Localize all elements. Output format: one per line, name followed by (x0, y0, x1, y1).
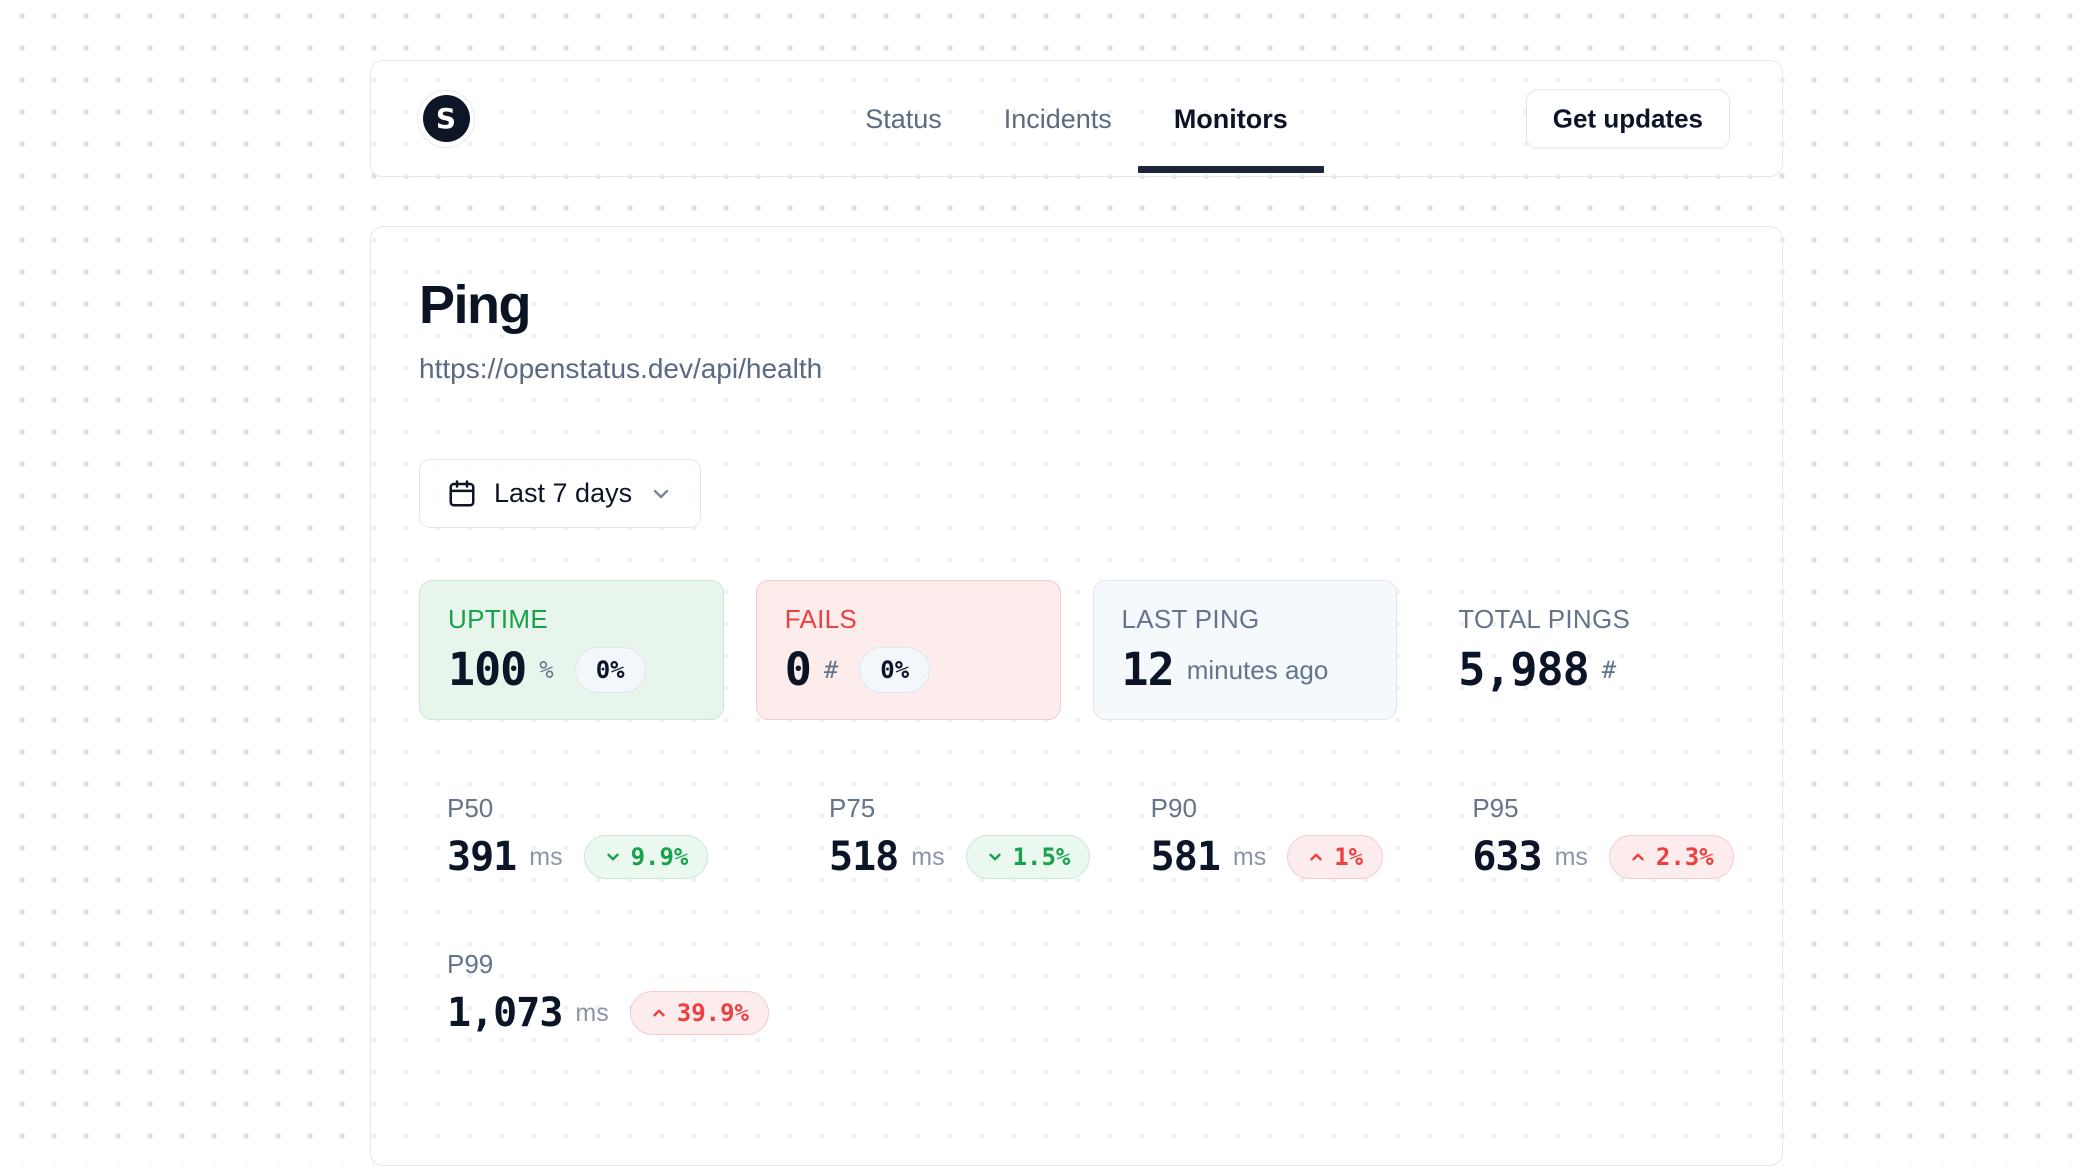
stat-card-last-ping: LAST PING 12 minutes ago (1092, 580, 1398, 720)
trend-delta: 9.9% (630, 843, 689, 871)
openstatus-logo[interactable]: S (417, 89, 475, 148)
percentile-value: 518 (829, 834, 899, 880)
stat-value: 5,988 (1458, 643, 1589, 696)
chevron-up-icon (1310, 853, 1322, 861)
percentile-p99: P99 1,073 ms 39.9% (419, 948, 769, 1038)
period-select[interactable]: Last 7 days (419, 459, 702, 528)
tab-monitors[interactable]: Monitors (1137, 101, 1324, 173)
stat-label: FAILS (784, 604, 858, 634)
percentile-unit: ms (1554, 842, 1588, 871)
stat-label: UPTIME (448, 604, 549, 634)
stat-card-uptime: UPTIME 100 % 0% (419, 580, 724, 720)
monitor-title: Ping (419, 275, 532, 335)
stat-label: LAST PING (1121, 604, 1260, 634)
trend-pill: 2.3% (1608, 835, 1734, 879)
stat-suffix: % (539, 656, 554, 684)
trend-pill: 9.9% (583, 835, 709, 879)
percentile-p75: P75 518 ms 1.5% (801, 792, 1091, 882)
trend-delta: 2.3% (1655, 843, 1714, 871)
stat-value: 12 (1121, 643, 1175, 696)
percentile-label: P50 (447, 793, 494, 823)
chevron-down-icon (653, 489, 669, 498)
monitor-card: Ping https://openstatus.dev/api/health L… (370, 226, 1783, 1166)
chevron-down-icon (606, 853, 619, 861)
stat-card-fails: FAILS 0 # 0% (755, 580, 1061, 720)
percentile-p90: P90 581 ms 1% (1123, 792, 1413, 882)
percentile-label: P90 (1150, 793, 1197, 823)
tab-incidents-label: Incidents (1003, 103, 1112, 134)
percentile-unit: ms (1232, 842, 1267, 871)
active-tab-indicator (1137, 165, 1324, 173)
top-nav: S Status Incidents Monitors Get updates (370, 60, 1783, 177)
percentile-value: 1,073 (447, 990, 563, 1036)
chevron-up-icon (1632, 853, 1644, 861)
chevron-up-icon (653, 1009, 665, 1017)
monitor-url: https://openstatus.dev/api/health (419, 353, 823, 384)
trend-pill: 39.9% (629, 991, 769, 1035)
logo-s-glyph: S (422, 95, 470, 142)
percentiles-grid: P50 391 ms 9.9% P75 518 ms 1.5% (419, 792, 1734, 1038)
trend-pill: 1% (1287, 835, 1384, 879)
stat-change-badge: 0% (574, 647, 646, 693)
percentile-value: 581 (1150, 834, 1221, 880)
nav-tabs: Status Incidents Monitors (865, 101, 1324, 173)
stat-suffix: # (1601, 656, 1617, 684)
stats-row: UPTIME 100 % 0% FAILS 0 # 0% LAST PING 1… (419, 580, 1734, 720)
percentile-value: 391 (447, 834, 517, 880)
stat-suffix: minutes ago (1186, 654, 1329, 685)
tab-status-label: Status (865, 103, 942, 134)
calendar-icon (449, 479, 475, 506)
percentile-label: P95 (1472, 793, 1519, 823)
tab-status[interactable]: Status (865, 101, 942, 137)
percentile-unit: ms (529, 842, 563, 871)
chevron-down-icon (988, 853, 1001, 861)
percentile-value: 633 (1472, 834, 1542, 880)
tab-incidents[interactable]: Incidents (1004, 101, 1112, 137)
get-updates-button[interactable]: Get updates (1525, 89, 1730, 148)
trend-pill: 1.5% (965, 835, 1091, 879)
percentile-label: P99 (447, 949, 494, 979)
trend-delta: 39.9% (676, 999, 749, 1027)
percentile-p50: P50 391 ms 9.9% (419, 792, 769, 882)
stat-value: 100 (448, 643, 527, 696)
trend-delta: 1% (1334, 843, 1364, 871)
stat-card-total-pings: TOTAL PINGS 5,988 # (1429, 580, 1734, 720)
percentile-label: P75 (829, 793, 876, 823)
tab-monitors-label: Monitors (1173, 103, 1288, 134)
percentile-unit: ms (575, 998, 609, 1027)
percentile-unit: ms (911, 842, 945, 871)
trend-delta: 1.5% (1012, 843, 1071, 871)
stat-suffix: # (823, 656, 839, 684)
percentile-p95: P95 633 ms 2.3% (1444, 792, 1734, 882)
stat-change-badge: 0% (859, 647, 931, 693)
stat-label: TOTAL PINGS (1458, 604, 1631, 634)
stat-value: 0 (784, 643, 812, 696)
period-select-value: Last 7 days (494, 478, 633, 508)
